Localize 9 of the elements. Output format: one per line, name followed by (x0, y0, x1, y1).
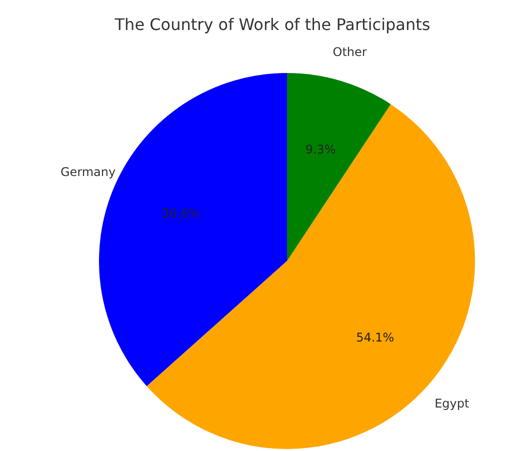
slice-label: Egypt (434, 396, 470, 411)
pie-slice (287, 73, 391, 261)
pie-slice (146, 104, 475, 449)
chart-title: The Country of Work of the Participants (114, 15, 430, 34)
slice-label: Other (332, 45, 367, 60)
slice-label: Germany (60, 164, 116, 179)
data-label: 54.1% (356, 330, 394, 344)
data-label: 9.3% (305, 142, 336, 156)
data-label: 36.6% (162, 206, 200, 220)
